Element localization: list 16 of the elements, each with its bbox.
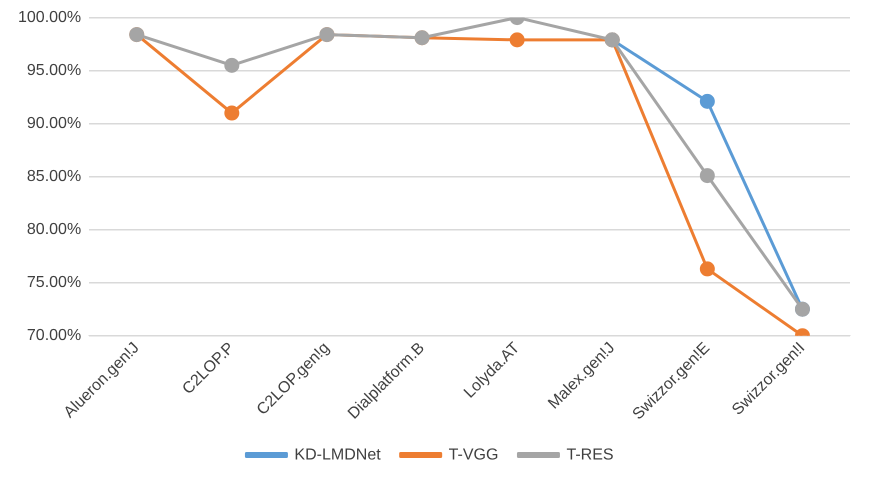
y-tick-label: 85.00% xyxy=(26,168,82,186)
point xyxy=(700,261,715,276)
legend-label: KD-LMDNet xyxy=(294,446,382,464)
y-tick-label: 100.00% xyxy=(18,9,82,26)
point xyxy=(700,168,715,184)
point xyxy=(700,94,715,109)
y-tick-label: 70.00% xyxy=(26,327,82,344)
y-tick-label: 80.00% xyxy=(26,221,82,238)
point xyxy=(224,58,240,73)
legend-label: T-VGG xyxy=(448,446,498,464)
point xyxy=(510,32,525,48)
y-tick-label: 90.00% xyxy=(26,115,82,132)
legend-label: T-RES xyxy=(566,446,614,464)
y-tick-label: 95.00% xyxy=(26,62,82,80)
y-tick-label: 75.00% xyxy=(26,274,82,292)
point xyxy=(224,106,240,121)
